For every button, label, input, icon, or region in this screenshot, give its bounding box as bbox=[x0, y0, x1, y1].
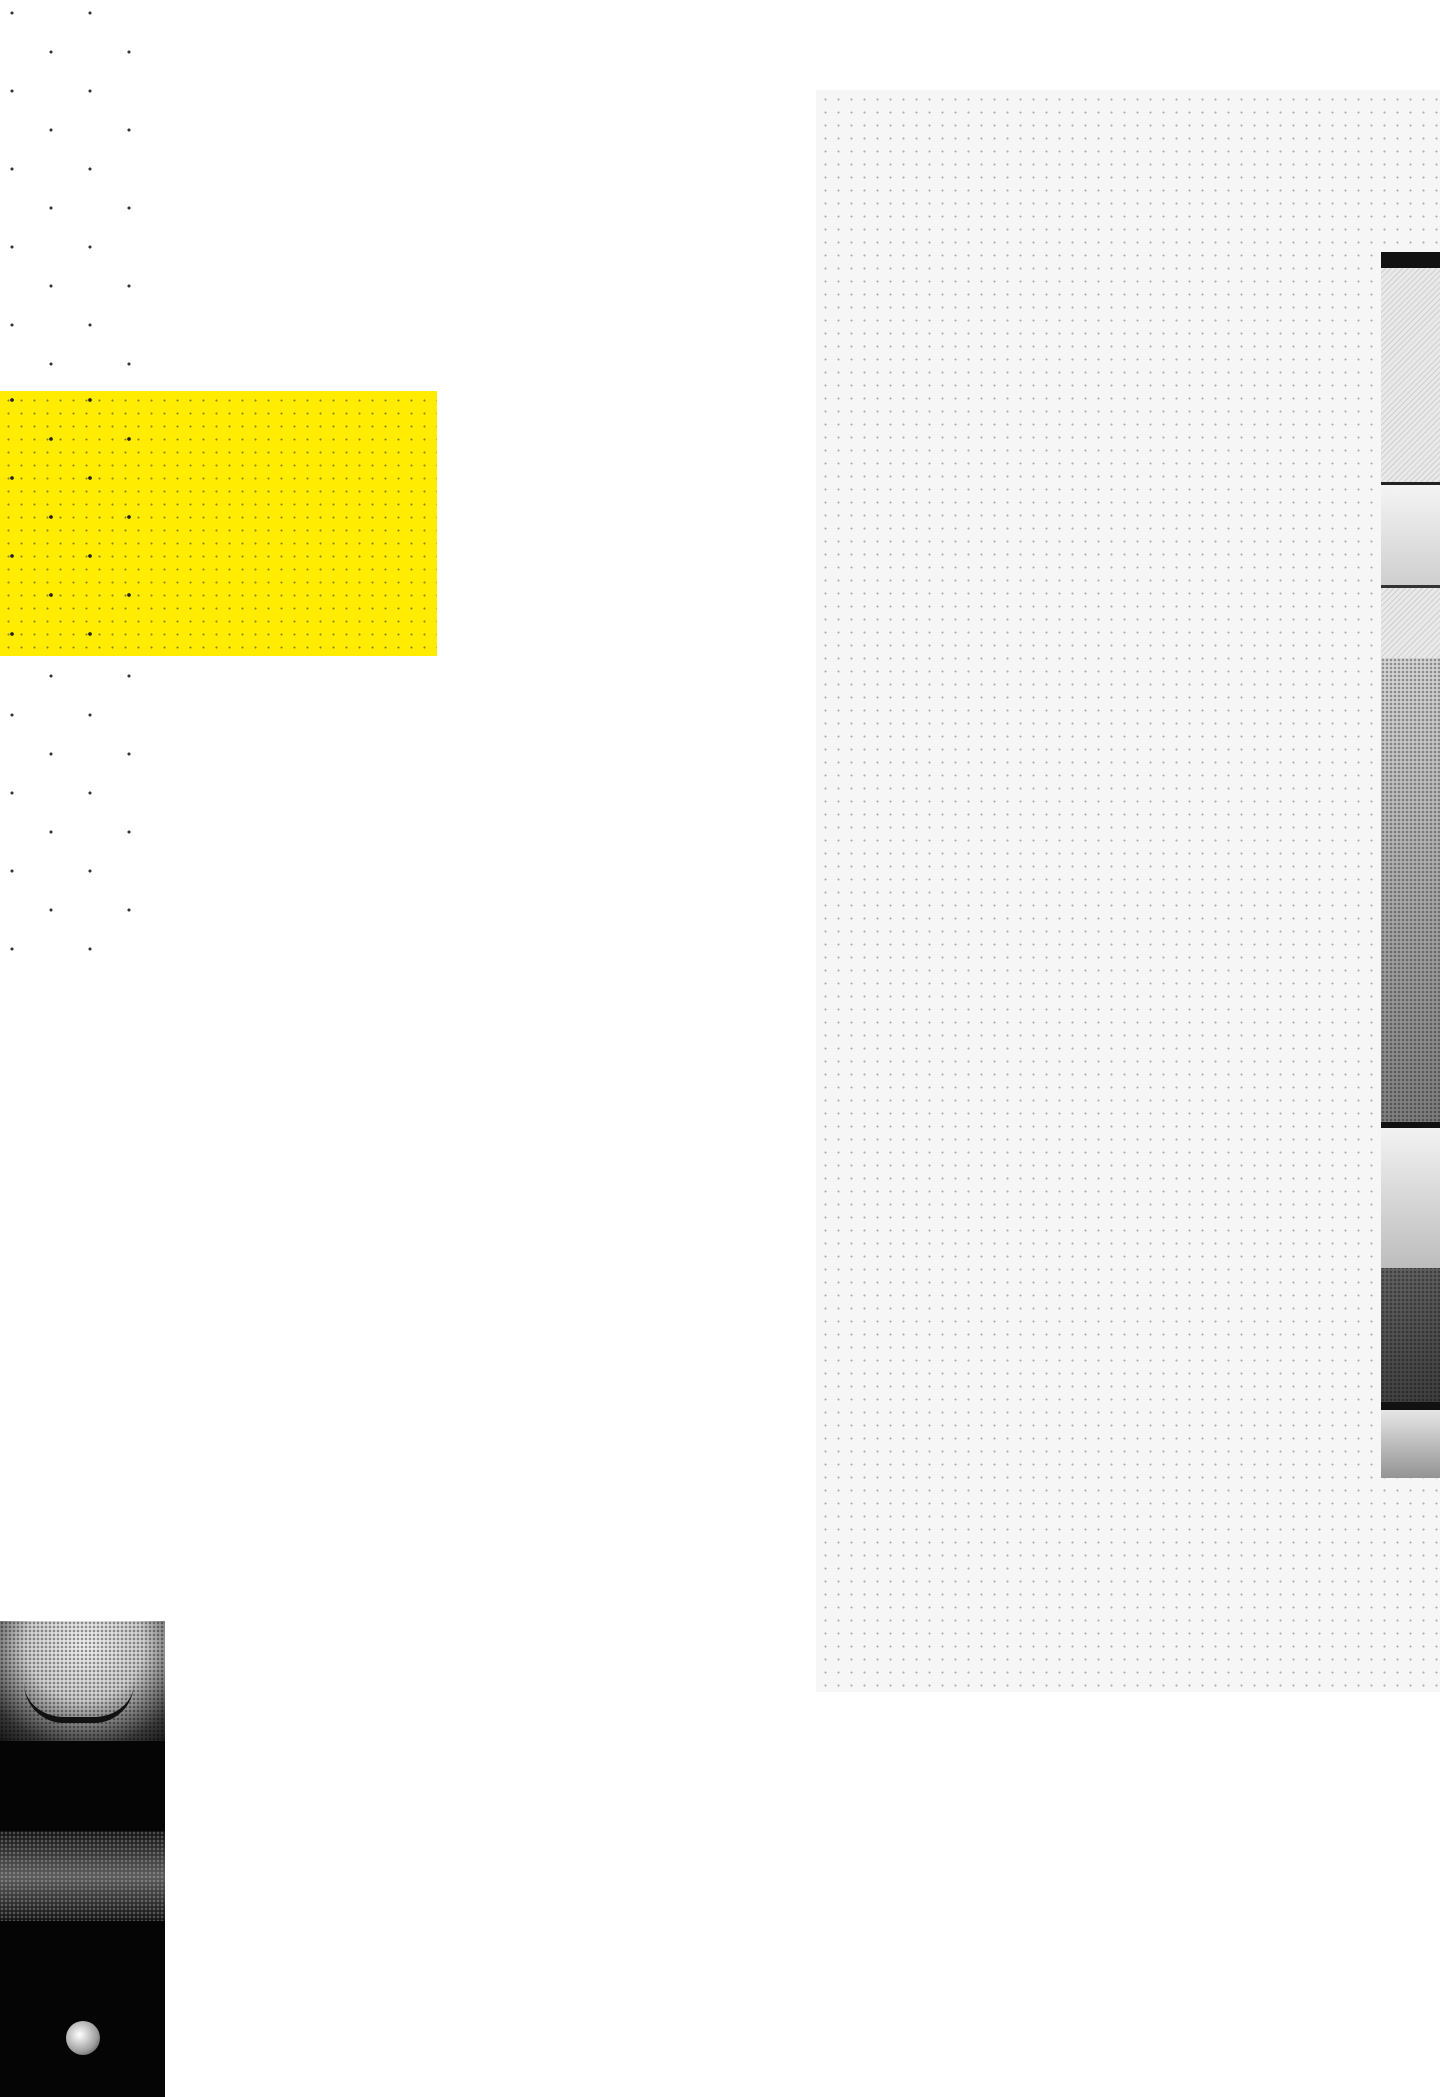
halftone-portrait-photo bbox=[0, 1621, 165, 2097]
photo-band bbox=[0, 1831, 165, 1921]
dotted-gray-panel bbox=[816, 90, 1440, 1692]
photo-upper-area bbox=[1381, 268, 1440, 658]
photo-lower-area bbox=[1381, 658, 1440, 1478]
photo-top-bar bbox=[1381, 252, 1440, 268]
photo-step bbox=[1381, 1122, 1440, 1268]
yellow-accent-block bbox=[0, 391, 437, 656]
photo-ball bbox=[66, 2021, 100, 2055]
photo-face-area bbox=[0, 1621, 165, 1741]
halftone-staircase-photo bbox=[1381, 252, 1440, 1478]
photo-stair-line bbox=[1381, 482, 1440, 588]
yellow-block-dot-overlay bbox=[0, 391, 140, 656]
photo-step bbox=[1381, 1402, 1440, 1478]
